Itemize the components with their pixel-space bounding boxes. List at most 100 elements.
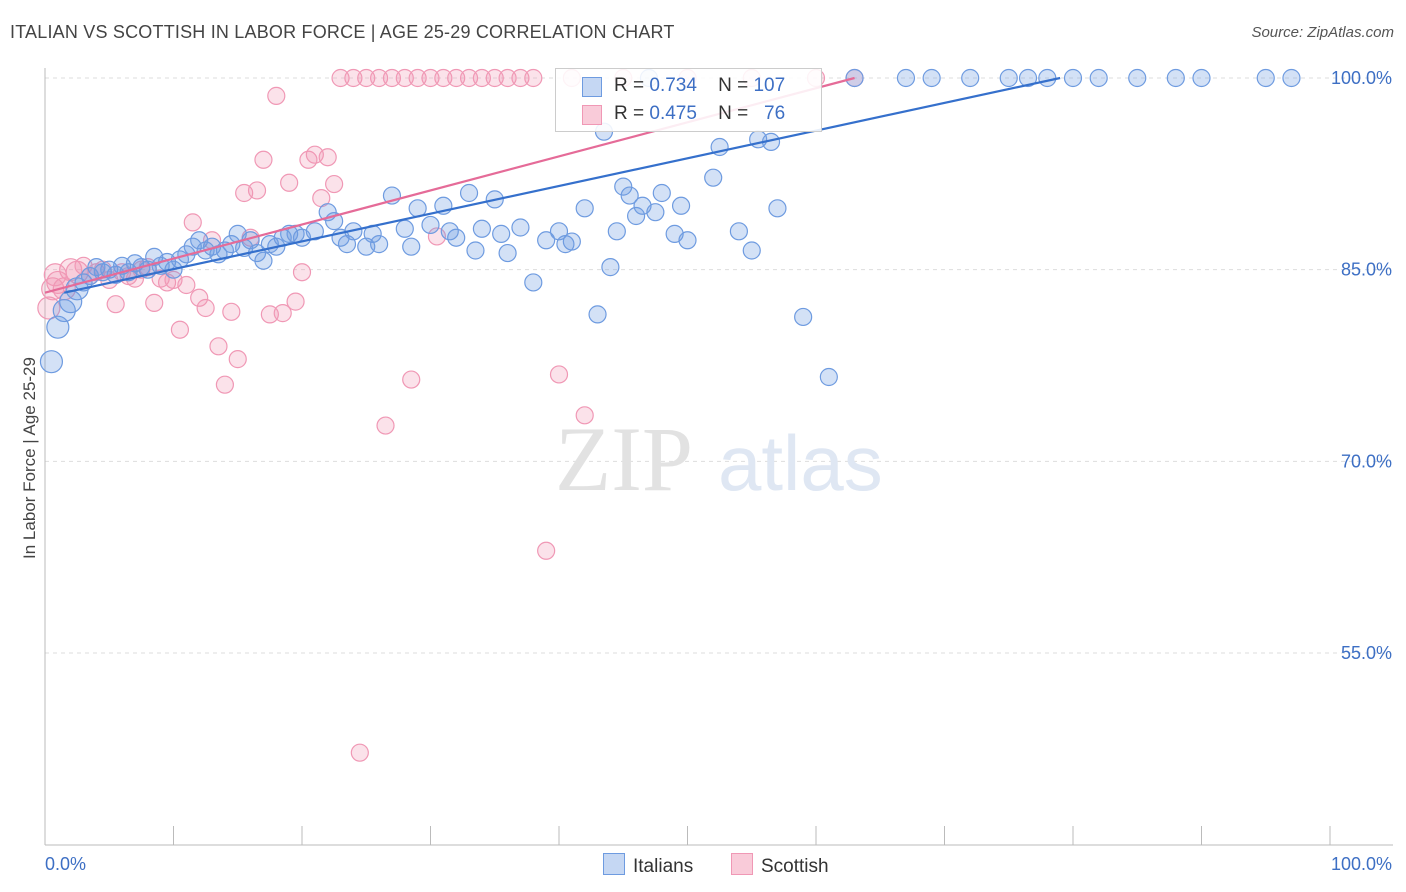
italians-point [472,219,491,238]
scottish-point [511,68,530,88]
watermark-zip: ZIP [555,408,693,510]
stats-legend: R = 0.734 N = 107 R = 0.475 N = 76 [555,68,822,132]
italians-point [447,228,466,247]
italians-point [768,199,787,218]
scottish-point [106,295,125,314]
scottish-point [280,173,299,192]
italians-point [614,177,633,196]
italians-point [402,237,421,256]
scottish-point [183,213,202,232]
scottish-point [196,298,215,318]
italians-point [1282,68,1301,88]
italians-point [729,222,749,241]
bottom-legend-italians: Italians [603,853,693,878]
scottish-point [325,174,344,194]
scottish-point [292,263,312,282]
italians-trend-line [64,76,1061,294]
italians-point [39,350,64,374]
scottish-point [485,68,504,88]
italians-point [498,243,517,263]
scottish-point [575,406,594,425]
scottish-r-value: 0.475 [649,103,697,124]
italians-n-value: 107 [753,75,786,96]
italians-point [1166,68,1185,88]
scottish-point [344,68,363,88]
scottish-point [267,86,286,105]
bottom-legend-label-italians: Italians [633,856,694,877]
y-tick-label: 70.0% [1341,451,1392,471]
y-tick-label: 100.0% [1331,68,1392,88]
italians-point [961,68,980,88]
italians-point [794,307,813,327]
axes [44,68,1393,846]
italians-point [588,305,607,324]
bottom-legend-scottish: Scottish [731,853,829,878]
italians-points [39,68,1301,387]
bottom-legend-swatch-italians [603,853,625,875]
scottish-points [37,68,864,762]
legend-swatch-italians [582,77,602,97]
scottish-point [376,416,395,435]
italians-point [646,203,665,222]
legend-row-italians: R = 0.734 N = 107 [614,75,785,97]
scottish-point [408,68,427,88]
scottish-point [382,68,402,88]
italians-point [652,183,671,203]
tick-labels: 55.0% 70.0% 85.0% 100.0% 0.0% 100.0% [45,68,1392,874]
italians-point [999,68,1018,88]
trend-lines [44,76,1061,294]
italians-point [370,235,389,254]
italians-point [896,68,916,88]
italians-point [1128,68,1147,88]
scottish-point [331,68,350,88]
y-tick-label: 55.0% [1341,643,1392,663]
scottish-point [421,68,440,88]
italians-point [305,222,324,241]
italians-point [626,206,646,226]
watermark: ZIP atlas [555,408,883,510]
chart-title: ITALIAN VS SCOTTISH IN LABOR FORCE | AGE… [10,22,675,42]
scottish-point [402,370,421,389]
italians-point [492,224,511,243]
italians-point [537,231,556,250]
italians-point [421,215,440,235]
bottom-legend-swatch-scottish [731,853,753,875]
italians-point [254,251,273,270]
scottish-point [247,181,267,200]
italians-point [678,231,697,250]
scottish-point [318,148,337,167]
italians-point [575,199,594,218]
italians-point [704,168,723,187]
italians-point [607,222,626,241]
scottish-point [395,68,414,88]
italians-point [1089,68,1108,88]
scottish-point [43,263,67,287]
italians-point [1038,68,1057,88]
x-tick-label: 100.0% [1331,854,1392,874]
scottish-point [472,68,491,88]
scottish-point [190,288,209,307]
scottish-point [145,293,164,312]
watermark-atlas: atlas [718,419,883,507]
scottish-point [215,375,234,394]
italians-point [459,183,479,203]
scottish-point [286,292,305,311]
scottish-point [524,68,543,88]
scottish-point [549,365,569,384]
italians-point [742,241,761,260]
italians-point [1192,68,1211,88]
source-label: Source: ZipAtlas.com [1251,24,1394,41]
n-label: N = [718,75,749,96]
x-tick-label: 0.0% [45,854,86,874]
italians-point [395,219,414,238]
legend-swatch-scottish [582,105,602,125]
italians-r-value: 0.734 [649,75,697,96]
scottish-point [222,302,241,321]
italians-point [819,367,838,387]
italians-point [671,196,691,215]
r-label: R = [614,103,645,124]
scottish-point [459,68,479,88]
scottish-point [357,68,376,88]
scottish-point [537,541,556,560]
